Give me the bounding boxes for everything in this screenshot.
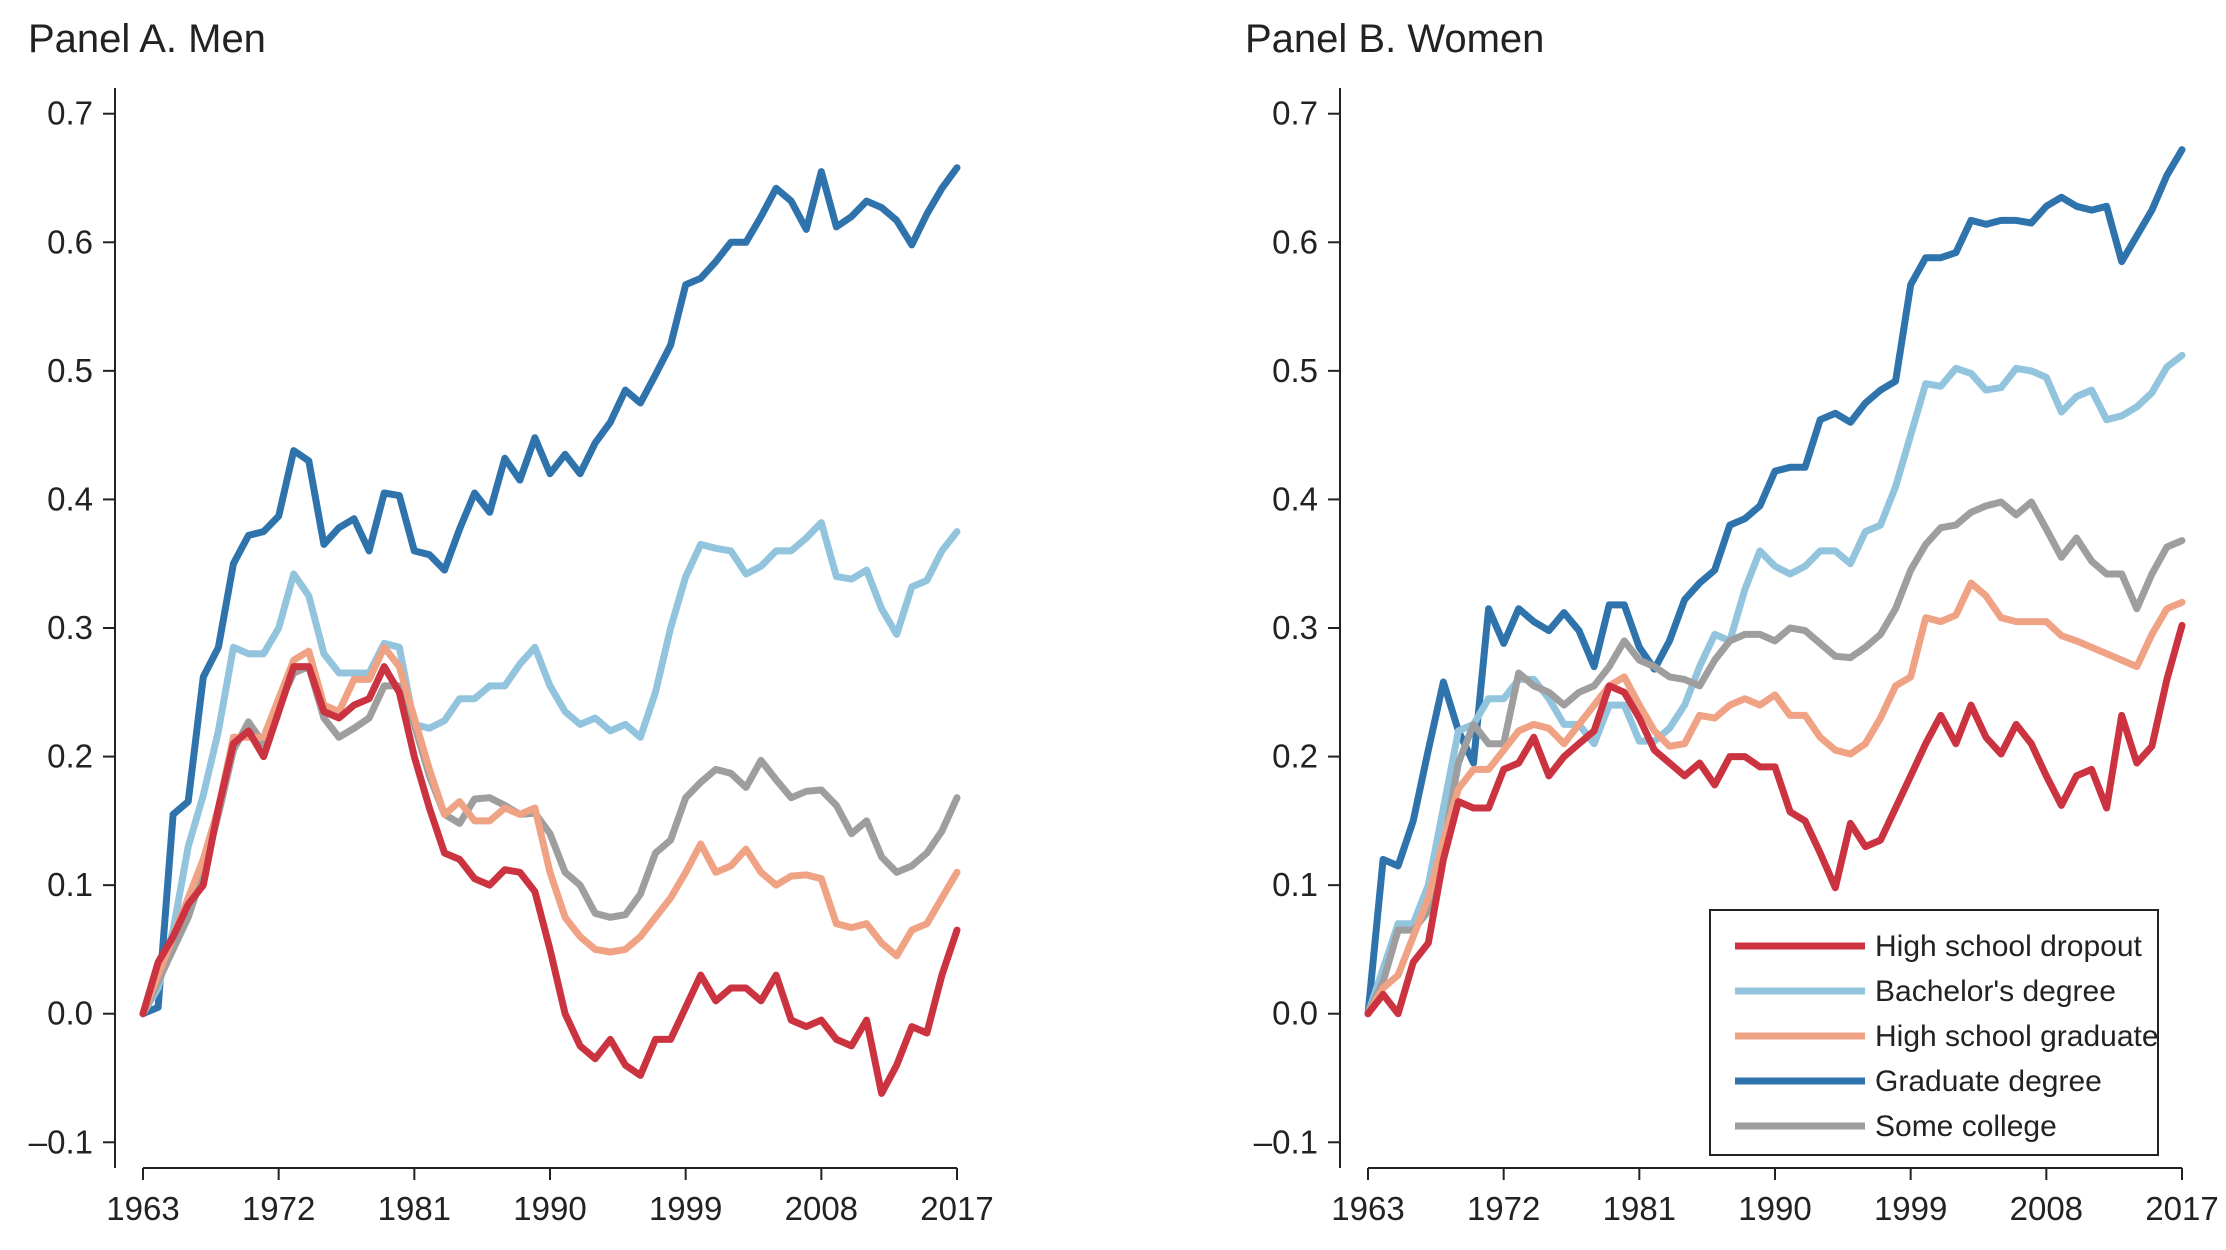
x-tick-label: 1981 bbox=[1603, 1190, 1676, 1227]
x-tick-label: 1972 bbox=[1467, 1190, 1540, 1227]
x-tick-label: 1999 bbox=[1874, 1190, 1947, 1227]
panel-title: Panel A. Men bbox=[28, 17, 266, 61]
series-line-high-school-graduate bbox=[1364, 579, 2186, 1018]
x-tick-label: 1972 bbox=[242, 1190, 315, 1227]
series-line-some-college bbox=[1364, 498, 2186, 1018]
y-tick-label: 0.0 bbox=[1272, 995, 1318, 1032]
series-line-graduate-degree bbox=[1364, 146, 2186, 1018]
y-tick-label: 0.0 bbox=[47, 995, 93, 1032]
y-tick-label: 0.4 bbox=[47, 480, 93, 517]
x-tick-label: 2008 bbox=[2010, 1190, 2083, 1227]
panel-title: Panel B. Women bbox=[1245, 17, 1544, 61]
legend-label: Some college bbox=[1875, 1110, 2057, 1143]
y-tick-label: –0.1 bbox=[1254, 1123, 1318, 1160]
x-tick-label: 1981 bbox=[378, 1190, 451, 1227]
series-line-bachelor-s-degree bbox=[139, 519, 961, 1018]
y-tick-label: 0.1 bbox=[1272, 866, 1318, 903]
y-tick-label: 0.5 bbox=[1272, 352, 1318, 389]
series-line-graduate-degree bbox=[139, 164, 961, 1018]
series-line-bachelor-s-degree bbox=[1364, 351, 2186, 1018]
y-tick-label: 0.1 bbox=[47, 866, 93, 903]
x-tick-label: 2017 bbox=[2145, 1190, 2218, 1227]
legend-label: Graduate degree bbox=[1875, 1065, 2102, 1098]
legend-label: Bachelor's degree bbox=[1875, 975, 2116, 1008]
y-tick-label: 0.3 bbox=[47, 609, 93, 646]
panel-men: Panel A. Men –0.1 0.0 0.1 0.2 0.3 0.4 0.5 0.6 0.7… bbox=[28, 17, 994, 1227]
panel-women: Panel B. Women –0.1 0.0 0.1 0.2 0.3 0.4 0.5 0.6 0… bbox=[1245, 17, 2219, 1227]
y-tick-label: 0.6 bbox=[47, 223, 93, 260]
x-tick-label: 2008 bbox=[785, 1190, 858, 1227]
x-tick-label: 1990 bbox=[1738, 1190, 1811, 1227]
y-tick-label: 0.7 bbox=[47, 95, 93, 132]
y-tick-label: 0.5 bbox=[47, 352, 93, 389]
legend-label: High school graduate bbox=[1875, 1020, 2159, 1053]
y-tick-label: 0.7 bbox=[1272, 95, 1318, 132]
y-tick-label: 0.2 bbox=[47, 738, 93, 775]
legend: High school dropout Bachelor's degree High… bbox=[1709, 909, 2159, 1156]
y-tick-label: 0.3 bbox=[1272, 609, 1318, 646]
y-tick-label: 0.6 bbox=[1272, 223, 1318, 260]
series-line-high-school-dropout bbox=[1364, 621, 2186, 1018]
legend-label: High school dropout bbox=[1875, 930, 2143, 963]
x-tick-label: 2017 bbox=[920, 1190, 993, 1227]
x-tick-label: 1963 bbox=[1331, 1190, 1404, 1227]
series-line-high-school-graduate bbox=[139, 643, 961, 1018]
x-tick-label: 1999 bbox=[649, 1190, 722, 1227]
y-tick-label: 0.4 bbox=[1272, 480, 1318, 517]
y-tick-label: –0.1 bbox=[29, 1123, 93, 1160]
y-tick-label: 0.2 bbox=[1272, 738, 1318, 775]
series-line-high-school-dropout bbox=[139, 663, 961, 1097]
x-tick-label: 1990 bbox=[513, 1190, 586, 1227]
x-tick-label: 1963 bbox=[106, 1190, 179, 1227]
